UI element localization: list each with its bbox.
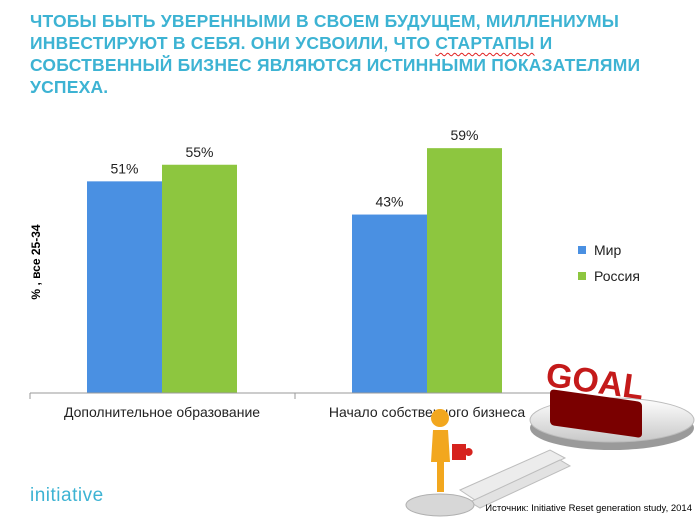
value-label-russia-0: 55% — [185, 144, 213, 160]
goal-illustration: GOAL — [405, 356, 695, 517]
bar-russia-0 — [162, 164, 237, 393]
legend-item-russia: Россия — [578, 263, 640, 289]
value-label-world-0: 51% — [110, 160, 138, 176]
legend: Мир Россия — [578, 237, 640, 289]
category-label-business: Начало собственного бизнеса — [328, 404, 526, 420]
puzzle-path-2 — [468, 459, 572, 509]
category-label-education: Дополнительное образование — [63, 404, 261, 420]
legend-label-russia: Россия — [594, 268, 640, 284]
bar-russia-1 — [427, 148, 502, 393]
headline-part-1: ЧТОБЫ БЫТЬ УВЕРЕННЫМИ В СВОЕМ БУДУЩЕМ, М… — [30, 11, 620, 53]
bar-group — [87, 148, 502, 393]
headline-part-2: И СОБСТВЕННЫЙ БИЗНЕС ЯВЛЯЮТСЯ ИСТИННЫМИ … — [30, 33, 641, 97]
value-label-world-1: 43% — [375, 194, 403, 210]
legend-item-world: Мир — [578, 237, 640, 263]
figure-head — [431, 409, 449, 427]
headline-highlight: СТАРТАПЫ — [435, 33, 535, 53]
y-axis-label: % , все 25-34 — [29, 224, 43, 300]
goal-sign-shadow — [550, 389, 642, 438]
value-label-group: 51% 55% 43% 59% — [110, 127, 478, 209]
legend-label-world: Мир — [594, 242, 622, 258]
source-note: Источник: Initiative Reset generation st… — [485, 503, 692, 514]
bar-world-0 — [87, 181, 162, 393]
puzzle-piece-icon — [452, 444, 473, 460]
figure-body — [431, 430, 450, 492]
puzzle-path — [458, 449, 567, 501]
slide-headline: ЧТОБЫ БЫТЬ УВЕРЕННЫМИ В СВОЕМ БУДУЩЕМ, М… — [30, 10, 680, 98]
value-label-russia-1: 59% — [450, 127, 478, 143]
legend-swatch-world — [578, 246, 586, 254]
figure-base — [405, 493, 475, 517]
bar-world-1 — [352, 214, 427, 393]
legend-swatch-russia — [578, 272, 586, 280]
initiative-logo: initiative — [30, 485, 104, 506]
